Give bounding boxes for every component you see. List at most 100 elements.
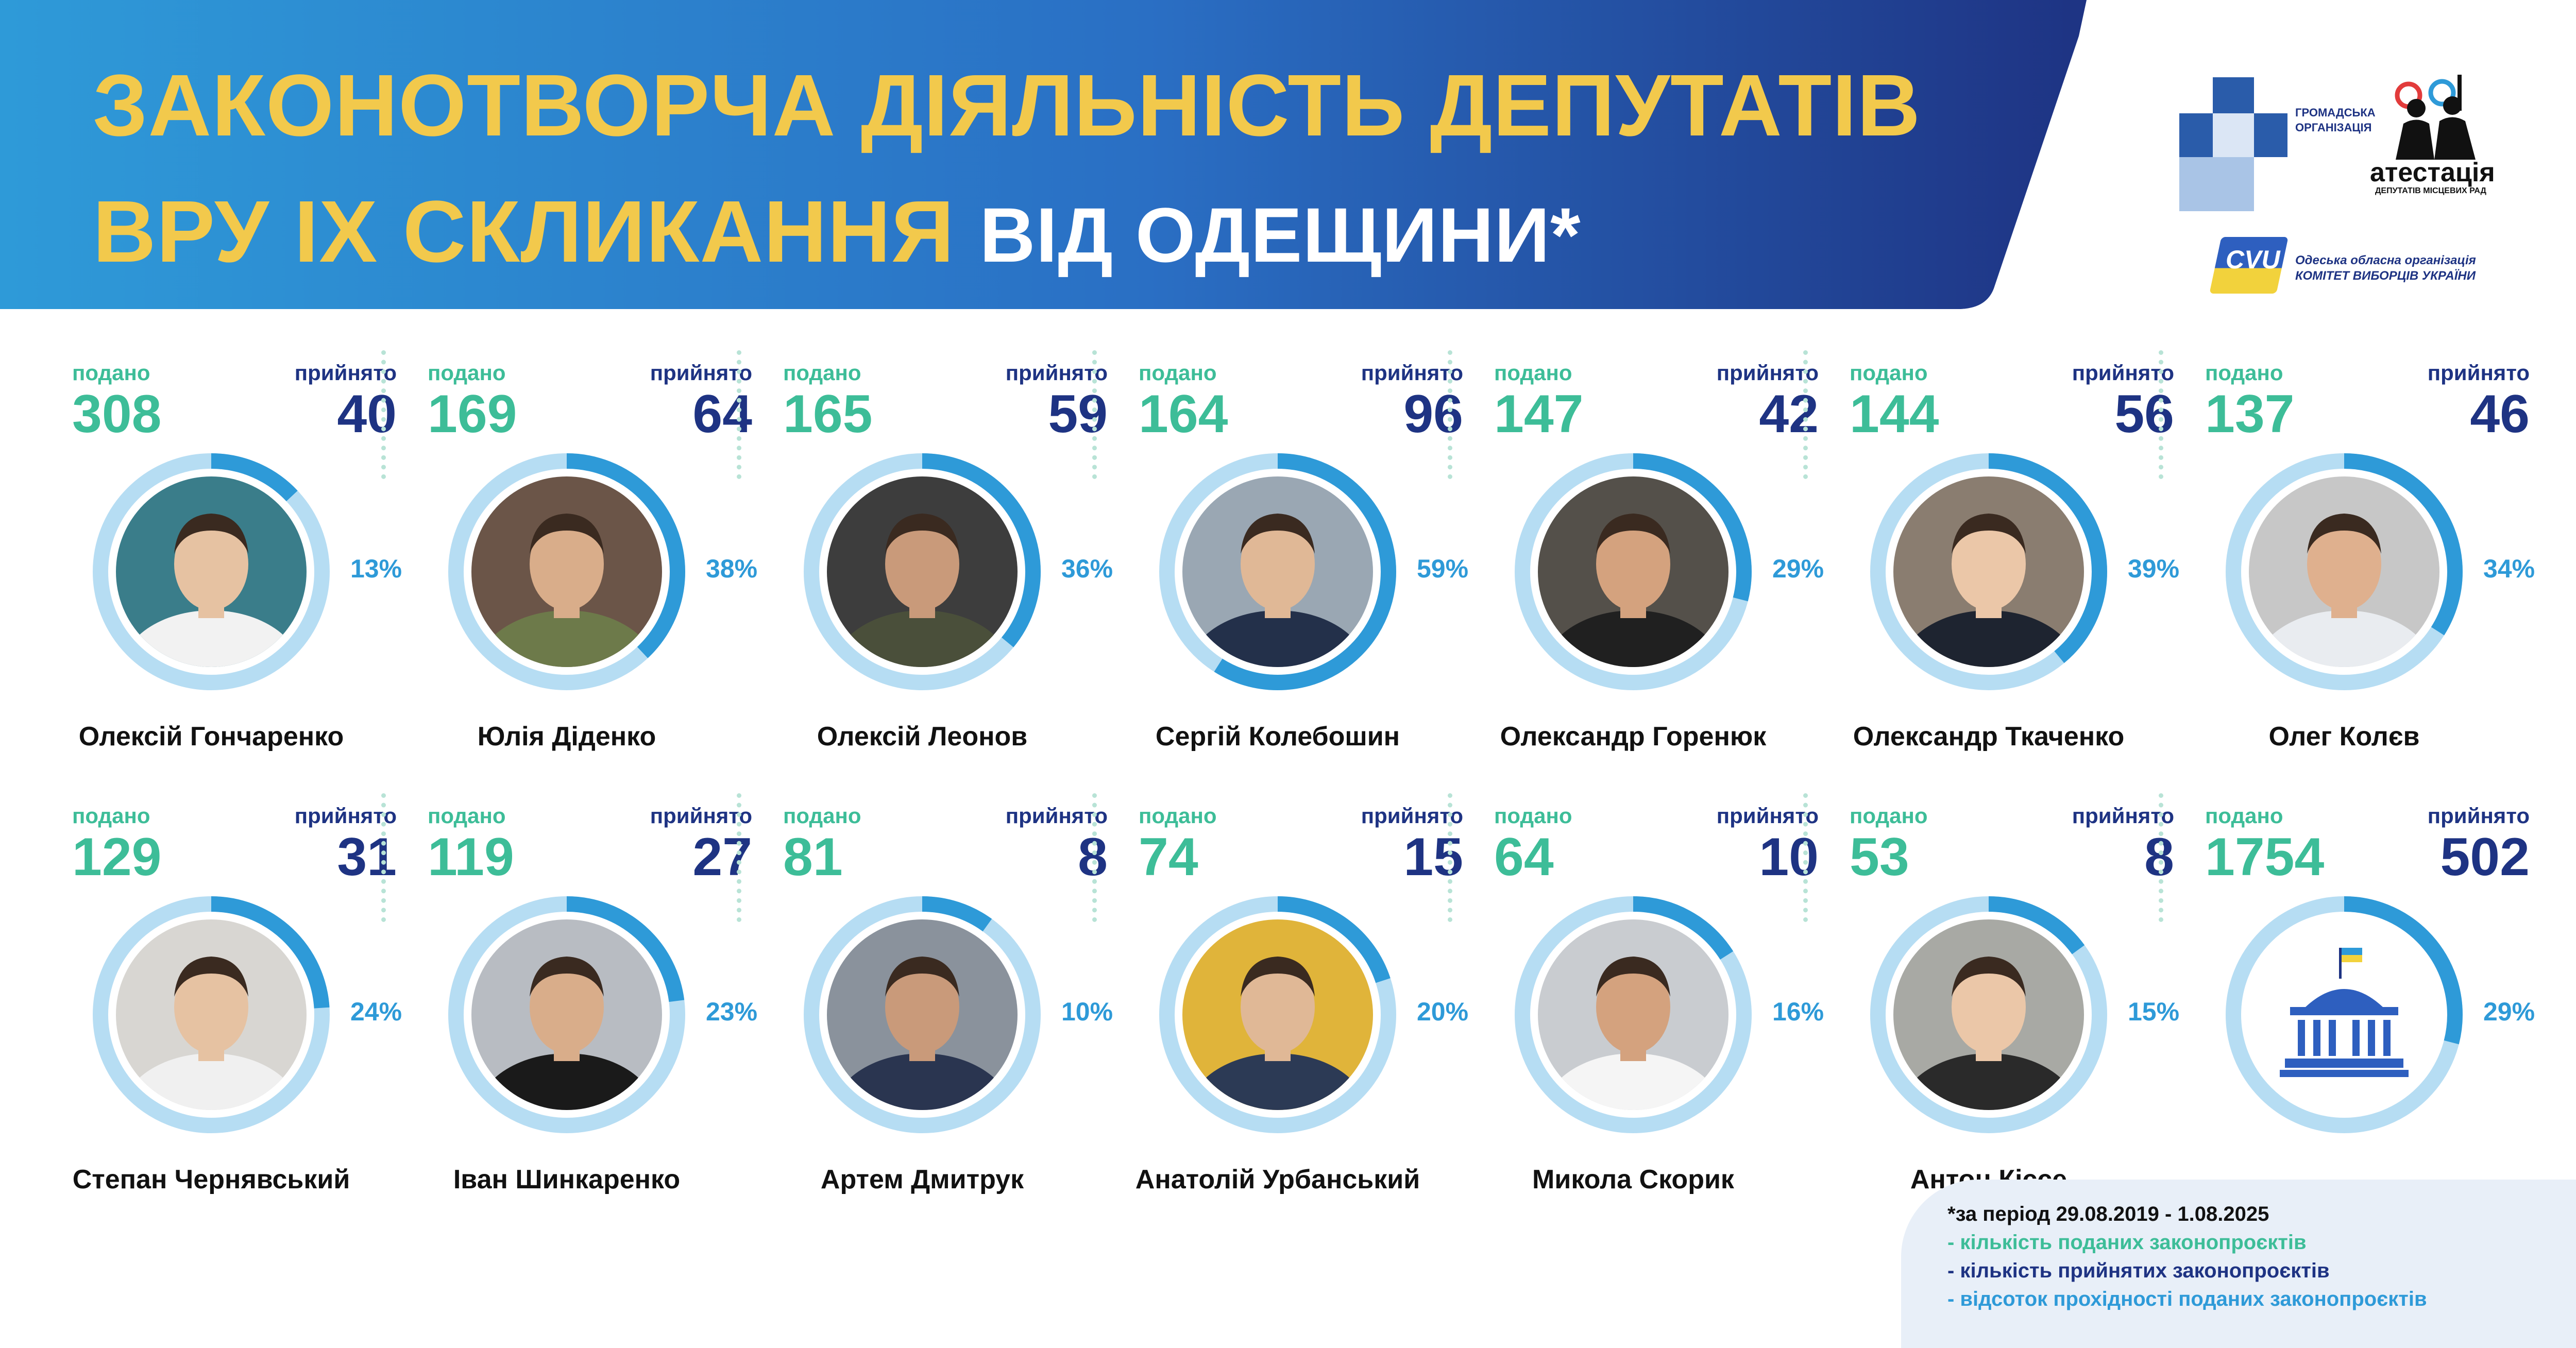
deputy-card: подано прийнято 308 40 13% Олексій Гонча…	[72, 361, 428, 788]
accepted-label: прийнято	[2072, 804, 2174, 828]
deputy-card: подано прийнято 81 8 10% Артем Дмитрук	[783, 804, 1139, 1231]
accepted-count: 46	[2470, 384, 2530, 444]
percent-label: 10%	[1061, 997, 1113, 1026]
submitted-count: 53	[1850, 827, 1909, 887]
submitted-count: 64	[1494, 827, 1554, 887]
legend-accepted: - кількість прийнятих законопроєктів	[1947, 1259, 2330, 1282]
column-separator	[1448, 793, 1452, 922]
title-bold-part: ВРУ IX СКЛИКАННЯ	[93, 183, 955, 281]
percent-ring	[1515, 453, 1752, 690]
title-light-part: ВІД ОДЕЩИНИ*	[979, 192, 1581, 278]
accepted-count: 59	[1048, 384, 1108, 444]
deputy-card: подано прийнято 164 96 59% Сергій Колебо…	[1139, 361, 1494, 788]
percent-label: 24%	[350, 997, 402, 1026]
header-banner	[0, 0, 2087, 309]
deputy-photo	[1182, 919, 1373, 1110]
column-separator	[737, 793, 741, 922]
column-separator	[2159, 350, 2163, 479]
column-separator	[737, 350, 741, 479]
atestatsia-sub-text: ДЕПУТАТІВ МІСЦЕВИХ РАД	[2375, 186, 2486, 195]
percent-ring	[1870, 896, 2107, 1133]
accepted-label: прийнято	[2072, 361, 2174, 385]
gromadska-logo-icon	[2179, 77, 2287, 211]
percent-label: 20%	[1417, 997, 1469, 1026]
deputy-photo	[116, 476, 307, 667]
accepted-count: 96	[1403, 384, 1463, 444]
submitted-count: 137	[2205, 384, 2295, 444]
accepted-label: прийнято	[1005, 361, 1108, 385]
accepted-count: 40	[337, 384, 397, 444]
deputy-name: Олексій Гончаренко	[78, 722, 344, 752]
submitted-label: подано	[72, 804, 150, 828]
column-separator	[2159, 793, 2163, 922]
submitted-label: подано	[428, 804, 506, 828]
deputy-photo	[827, 476, 1018, 667]
cvu-text-line2: КОМІТЕТ ВИБОРЦІВ УКРАЇНИ	[2295, 269, 2476, 283]
deputy-name: Степан Чернявський	[72, 1165, 350, 1195]
percent-ring	[93, 453, 330, 690]
accepted-count: 31	[337, 827, 397, 887]
submitted-count: 308	[72, 384, 162, 444]
percent-ring	[93, 896, 330, 1133]
page-title-line2: ВРУ IX СКЛИКАННЯ ВІД ОДЕЩИНИ*	[93, 188, 1581, 276]
accepted-label: прийнято	[1716, 361, 1819, 385]
column-separator	[1448, 350, 1452, 479]
percent-ring	[448, 453, 685, 690]
deputy-card: подано прийнято 169 64 38% Юлія Діденко	[428, 361, 783, 788]
deputy-photo	[116, 919, 307, 1110]
deputy-card: подано прийнято 144 56 39% Олександр Тка…	[1850, 361, 2205, 788]
column-separator	[1092, 350, 1097, 479]
accepted-label: прийнято	[294, 804, 397, 828]
deputy-photo	[1893, 919, 2084, 1110]
submitted-count: 81	[783, 827, 843, 887]
deputy-card: подано прийнято 74 15 20% Анатолій Урбан…	[1136, 804, 1494, 1231]
column-separator	[1803, 793, 1808, 922]
percent-label: 29%	[2483, 997, 2535, 1026]
deputy-card: подано прийнято 53 8 15% Антон Кіссе	[1850, 804, 2205, 1231]
percent-label: 15%	[2128, 997, 2180, 1026]
deputy-photo	[471, 476, 662, 667]
deputy-card: подано прийнято 147 42 29% Олександр Гор…	[1494, 361, 1850, 788]
column-separator	[381, 350, 386, 479]
submitted-label: подано	[1139, 361, 1217, 385]
parliament-building-icon	[2249, 919, 2439, 1110]
column-separator	[1803, 350, 1808, 479]
submitted-label: подано	[1139, 804, 1217, 828]
submitted-label: подано	[1494, 361, 1572, 385]
accepted-label: прийнято	[1361, 361, 1463, 385]
submitted-count: 1754	[2205, 827, 2325, 887]
ring-progress	[2226, 453, 2463, 690]
submitted-count: 119	[428, 827, 514, 887]
submitted-label: подано	[1850, 361, 1928, 385]
cvu-abbr: CVU	[2226, 245, 2280, 274]
percent-ring	[804, 896, 1041, 1133]
percent-label: 38%	[706, 554, 758, 583]
deputy-card: подано прийнято 1754 502	[2205, 804, 2561, 1231]
submitted-label: подано	[1850, 804, 1928, 828]
accepted-count: 15	[1403, 827, 1463, 887]
deputy-photo	[1538, 919, 1728, 1110]
percent-label: 29%	[1772, 554, 1824, 583]
cvu-text-line1: Одеська обласна організація	[2295, 253, 2476, 267]
submitted-count: 147	[1494, 384, 1584, 444]
deputy-photo	[2249, 476, 2439, 667]
legend-period: *за період 29.08.2019 - 1.08.2025	[1947, 1203, 2269, 1225]
column-separator	[1092, 793, 1097, 922]
submitted-label: подано	[783, 804, 861, 828]
percent-label: 16%	[1772, 997, 1824, 1026]
percent-label: 13%	[350, 554, 402, 583]
accepted-count: 56	[2114, 384, 2174, 444]
column-separator	[381, 793, 386, 922]
deputy-name: Олександр Горенюк	[1500, 722, 1767, 752]
accepted-label: прийнято	[650, 804, 752, 828]
accepted-count: 27	[692, 827, 752, 887]
percent-ring	[2226, 896, 2463, 1133]
gromadska-text: ГРОМАДСЬКА ОРГАНІЗАЦІЯ	[2295, 106, 2376, 134]
deputy-name: Артем Дмитрук	[820, 1165, 1024, 1195]
ring-progress	[93, 896, 330, 1133]
accepted-label: прийнято	[294, 361, 397, 385]
deputy-name: Олексій Леонов	[817, 722, 1028, 752]
ring-progress	[2226, 896, 2463, 1133]
legend-percent: - відсоток прохідності поданих законопро…	[1947, 1288, 2427, 1310]
accepted-label: прийнято	[2427, 804, 2530, 828]
